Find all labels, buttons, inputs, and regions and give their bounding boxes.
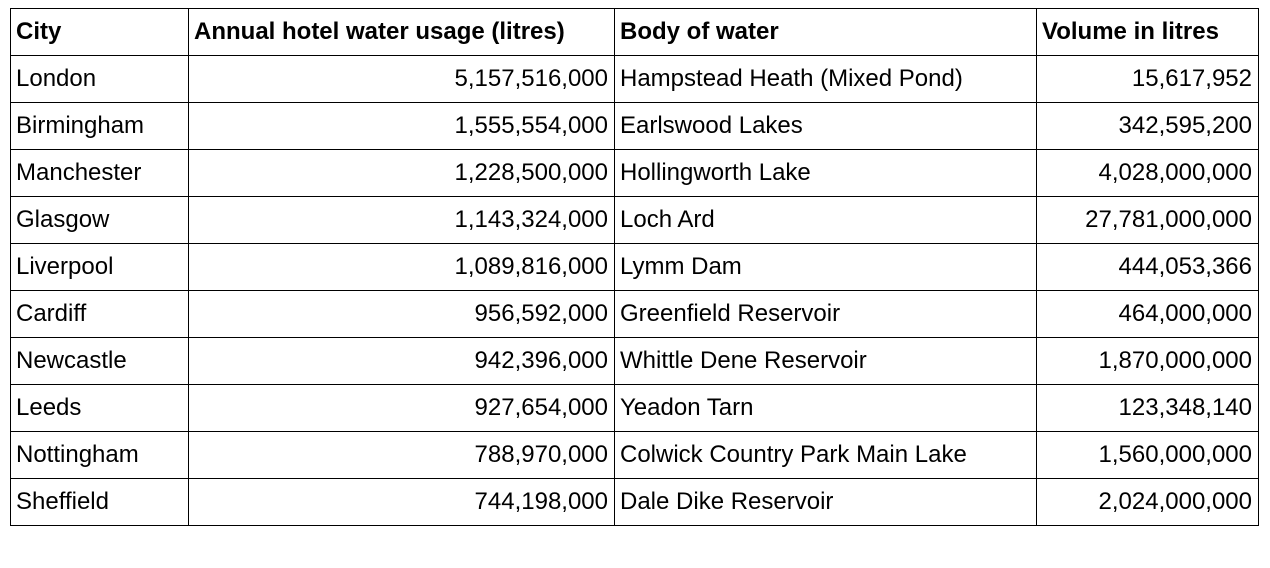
table-cell: Greenfield Reservoir xyxy=(614,290,1037,338)
table-cell: 4,028,000,000 xyxy=(1036,149,1259,197)
table-cell: Dale Dike Reservoir xyxy=(614,478,1037,526)
table-row: Leeds 927,654,000 Yeadon Tarn 123,348,140 xyxy=(10,384,1259,432)
table-cell: 464,000,000 xyxy=(1036,290,1259,338)
table-cell: Whittle Dene Reservoir xyxy=(614,337,1037,385)
table-cell: 1,228,500,000 xyxy=(188,149,615,197)
table-cell: Nottingham xyxy=(10,431,189,479)
table-cell: Newcastle xyxy=(10,337,189,385)
table-row: Manchester 1,228,500,000 Hollingworth Lake… xyxy=(10,149,1259,197)
table-cell: London xyxy=(10,55,189,103)
table-cell: 1,555,554,000 xyxy=(188,102,615,150)
table-cell: 942,396,000 xyxy=(188,337,615,385)
table-cell: 927,654,000 xyxy=(188,384,615,432)
table-cell: 788,970,000 xyxy=(188,431,615,479)
table-cell: 123,348,140 xyxy=(1036,384,1259,432)
data-table: City Annual hotel water usage (litres) Bod… xyxy=(10,8,1259,526)
table-cell: Hampstead Heath (Mixed Pond) xyxy=(614,55,1037,103)
header-cell: Annual hotel water usage (litres) xyxy=(188,8,615,56)
header-cell: Body of water xyxy=(614,8,1037,56)
table-cell: Glasgow xyxy=(10,196,189,244)
table-row: Glasgow 1,143,324,000 Loch Ard 27,781,000,0… xyxy=(10,196,1259,244)
table-cell: 1,143,324,000 xyxy=(188,196,615,244)
table-cell: 1,089,816,000 xyxy=(188,243,615,291)
table-row: London 5,157,516,000 Hampstead Heath (Mixe… xyxy=(10,55,1259,103)
table-cell: 956,592,000 xyxy=(188,290,615,338)
table-cell: Sheffield xyxy=(10,478,189,526)
table-cell: 444,053,366 xyxy=(1036,243,1259,291)
table-cell: Loch Ard xyxy=(614,196,1037,244)
table-cell: Manchester xyxy=(10,149,189,197)
table-cell: Hollingworth Lake xyxy=(614,149,1037,197)
table-cell: 5,157,516,000 xyxy=(188,55,615,103)
table-cell: Liverpool xyxy=(10,243,189,291)
table-row: Nottingham 788,970,000 Colwick Country Par… xyxy=(10,431,1259,479)
table-cell: Birmingham xyxy=(10,102,189,150)
table-cell: 15,617,952 xyxy=(1036,55,1259,103)
table-cell: Leeds xyxy=(10,384,189,432)
table-row: Birmingham 1,555,554,000 Earlswood Lakes 34… xyxy=(10,102,1259,150)
header-row: City Annual hotel water usage (litres) Bod… xyxy=(10,8,1259,56)
table-cell: Earlswood Lakes xyxy=(614,102,1037,150)
table-cell: Colwick Country Park Main Lake xyxy=(614,431,1037,479)
table-row: Newcastle 942,396,000 Whittle Dene Reservo… xyxy=(10,337,1259,385)
table-cell: 2,024,000,000 xyxy=(1036,478,1259,526)
table-cell: 342,595,200 xyxy=(1036,102,1259,150)
table-cell: 744,198,000 xyxy=(188,478,615,526)
header-cell: Volume in litres xyxy=(1036,8,1259,56)
table-row: Cardiff 956,592,000 Greenfield Reservoir 46… xyxy=(10,290,1259,338)
header-cell: City xyxy=(10,8,189,56)
table-cell: 1,870,000,000 xyxy=(1036,337,1259,385)
table-cell: Yeadon Tarn xyxy=(614,384,1037,432)
table-row: Sheffield 744,198,000 Dale Dike Reservoir 2… xyxy=(10,478,1259,526)
table-cell: Cardiff xyxy=(10,290,189,338)
table-cell: 27,781,000,000 xyxy=(1036,196,1259,244)
table-cell: 1,560,000,000 xyxy=(1036,431,1259,479)
table-cell: Lymm Dam xyxy=(614,243,1037,291)
table-row: Liverpool 1,089,816,000 Lymm Dam 444,053,36… xyxy=(10,243,1259,291)
